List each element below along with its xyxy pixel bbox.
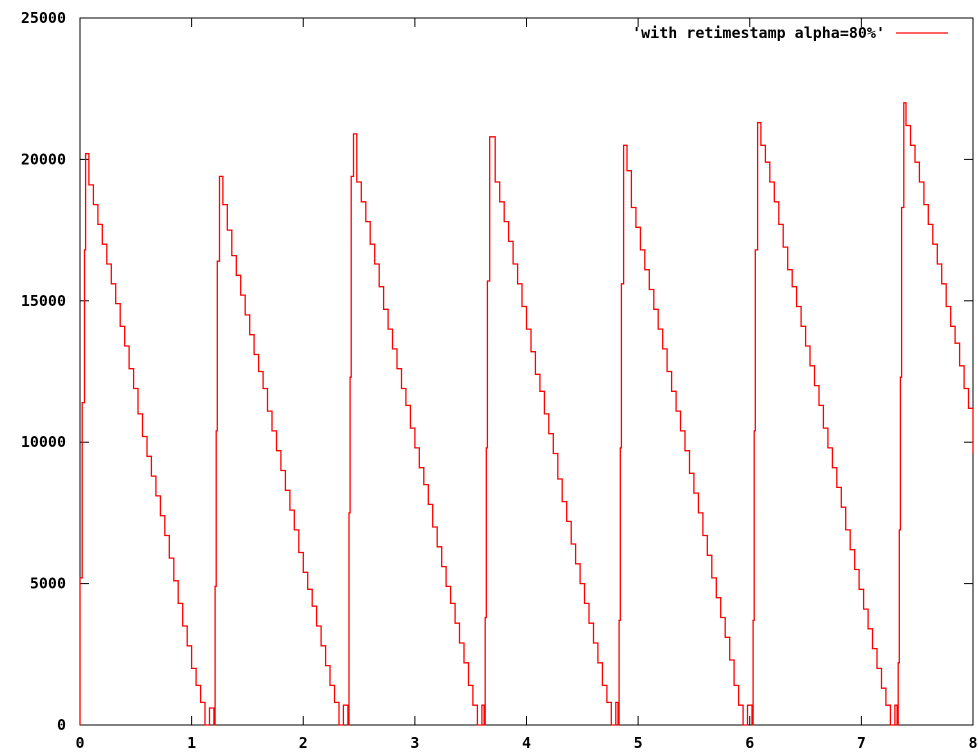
- x-tick-label: 7: [857, 734, 866, 752]
- series-line-path: [79, 102, 974, 726]
- x-tick-label: 4: [522, 734, 531, 752]
- x-tick-label: 2: [299, 734, 308, 752]
- series-line: [79, 102, 974, 726]
- y-tick-label: 10000: [21, 433, 66, 451]
- y-tick-label: 15000: [21, 292, 66, 310]
- x-tick-label: 1: [187, 734, 196, 752]
- y-tick-label: 20000: [21, 150, 66, 168]
- x-tick-label: 5: [634, 734, 643, 752]
- x-tick-label: 0: [75, 734, 84, 752]
- plot-frame: [79, 17, 974, 726]
- legend: 'with retimestamp alpha=80%': [632, 24, 948, 42]
- y-tick-label: 0: [57, 716, 66, 734]
- x-tick-label: 6: [745, 734, 754, 752]
- y-tick-label: 25000: [21, 9, 66, 27]
- x-tick-label: 8: [968, 734, 977, 752]
- x-axis: 0 1 2 3 4 5 6 7 8: [75, 18, 978, 752]
- legend-label: 'with retimestamp alpha=80%': [632, 24, 885, 42]
- y-axis: 0 5000 10000 15000 20000 25000: [21, 9, 973, 734]
- x-tick-label: 3: [410, 734, 419, 752]
- y-tick-label: 5000: [30, 575, 66, 593]
